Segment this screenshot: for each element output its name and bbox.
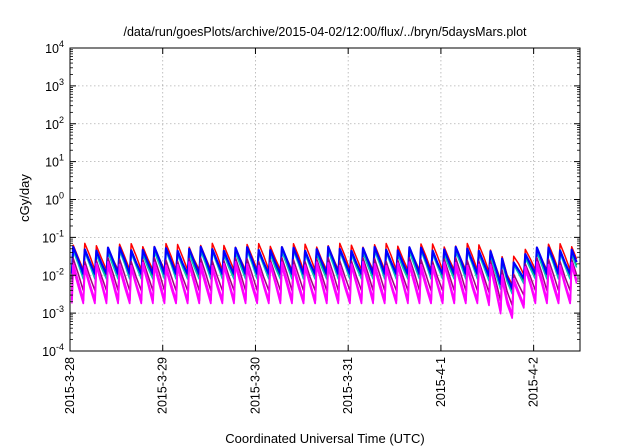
series-group — [70, 242, 578, 319]
x-tick-label: 2015-3-29 — [156, 357, 170, 414]
grid — [70, 48, 580, 351]
x-tick-label: 2015-3-28 — [63, 357, 77, 414]
y-tick-label: 104 — [45, 39, 64, 56]
y-tick-label: 101 — [45, 153, 64, 170]
y-tick-label: 10-2 — [42, 266, 64, 283]
y-tick-label: 103 — [45, 77, 64, 94]
chart-title: /data/run/goesPlots/archive/2015-04-02/1… — [123, 25, 527, 39]
x-tick-label: 2015-4-1 — [434, 357, 448, 407]
x-axis-label: Coordinated Universal Time (UTC) — [225, 431, 424, 446]
y-axis: 10-4 10-3 10-2 10-1 100 101 102 103 104 — [42, 39, 580, 359]
x-axis: 2015-3-28 2015-3-29 2015-3-30 2015-3-31 2015… — [63, 48, 541, 414]
y-tick-label: 100 — [45, 191, 64, 208]
y-tick-label: 102 — [45, 115, 64, 132]
x-tick-label: 2015-3-31 — [341, 357, 355, 414]
series-line-7 — [71, 264, 578, 319]
x-tick-label: 2015-4-2 — [527, 357, 541, 407]
y-tick-label: 10-3 — [42, 304, 64, 321]
x-tick-label: 2015-3-30 — [248, 357, 262, 414]
y-tick-label: 10-4 — [42, 342, 64, 359]
y-axis-label: cGy/day — [17, 174, 32, 222]
series-line-4 — [70, 245, 578, 290]
y-tick-label: 10-1 — [42, 228, 64, 245]
